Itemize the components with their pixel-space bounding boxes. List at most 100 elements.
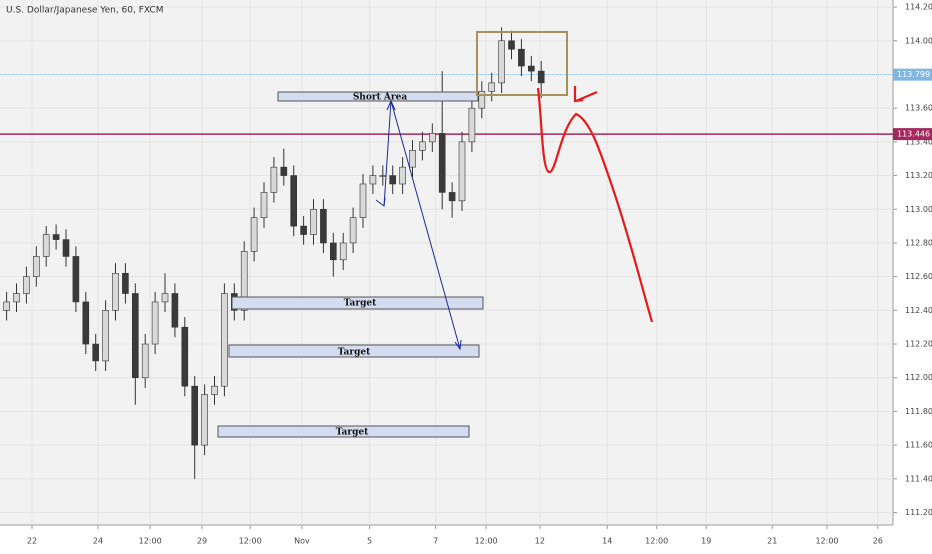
y-tick-label: 113.000 [905,205,932,214]
price-lines [0,74,893,135]
x-tick-label: 24 [93,537,103,546]
x-tick-label: 29 [197,537,207,546]
y-tick-label: 113.400 [905,137,932,146]
target-box [231,296,484,310]
candle-body [478,91,486,109]
candle-body [537,70,545,84]
candle-body [52,234,60,240]
candle-body [310,208,317,235]
candle-body [161,293,169,303]
candle-body [33,256,40,277]
price-label: 113.446 [897,130,930,139]
x-tick-label: 5 [367,537,372,546]
candle-body [280,166,288,176]
chart-title: U.S. Dollar/Japanese Yen, 60, FXCM [6,6,163,16]
candle-body [349,217,357,244]
candle-body [508,40,515,50]
candle-body [151,301,159,345]
candle-body [240,251,248,311]
candle-body [458,141,466,202]
y-tick-label: 113.200 [905,171,932,180]
candle-body [221,293,228,387]
candle-body [132,293,139,379]
drawings [217,31,654,438]
candle-body [330,242,337,261]
candle-body [379,175,387,177]
candle-body [528,65,535,72]
candle-body [102,310,109,362]
y-tick-label: 113.600 [905,104,932,113]
x-tick-label: 19 [701,537,711,546]
candle-body [122,272,129,294]
y-tick-label: 111.800 [905,407,932,416]
y-tick-label: 111.200 [905,508,932,517]
candle-body [359,183,367,218]
x-tick-label: Nov [294,537,310,546]
x-tick-label: 22 [27,537,37,546]
y-tick-label: 114.000 [905,36,932,45]
y-tick-label: 112.800 [905,238,932,247]
candle-body [72,256,80,303]
candle-body [23,276,30,294]
x-tick-label: 12 [535,537,545,546]
candle-body [339,242,347,261]
highlight-box [476,31,568,96]
candle-body [518,48,525,67]
arrow-head [386,99,396,111]
candle-body [320,208,327,244]
annotation: Target [338,348,371,358]
arrow-head [454,339,462,351]
candle-body [141,343,149,379]
candle-body [201,394,208,446]
candle-body [3,301,10,311]
y-tick-label: 112.000 [905,373,932,382]
red-arrow [573,86,598,103]
candle-body [82,301,90,345]
candle-body [270,166,278,193]
candle-body [389,175,397,185]
candle-body [300,225,307,235]
target-box [228,344,480,358]
y-tick-label: 111.400 [905,474,932,483]
candle-body [13,293,20,303]
candle-body [181,326,189,387]
red-forecast [536,87,654,323]
annotation: Target [336,428,369,438]
candle-body [250,217,258,252]
candle-body [112,272,119,311]
y-tick-label: 112.200 [905,340,932,349]
y-tick-label: 111.600 [905,441,932,450]
short-area-box [277,91,479,102]
candle-body [62,239,70,257]
price-label-box [893,68,932,81]
candle-body [399,166,406,185]
x-tick-label: 12:00 [815,537,838,546]
candle-body [260,192,268,218]
candle-body [419,141,426,151]
x-tick-label: 12:00 [239,537,262,546]
candle-body [498,40,505,84]
x-tick-label: 26 [873,537,883,546]
candle-body [290,175,298,227]
price-label: 113.799 [897,70,930,79]
x-tick-label: 21 [767,537,777,546]
x-tick-label: 7 [433,537,438,546]
target-box [217,425,470,438]
plot-area [0,0,893,525]
arrow-head [375,197,386,207]
price-label-box [893,128,932,141]
x-tick-label: 12:00 [645,537,668,546]
candle-body [211,385,218,395]
y-tick-label: 114.200 [905,3,932,12]
candle-body [438,133,446,193]
x-tick-label: 14 [602,537,612,546]
candle-body [369,175,377,185]
candle-body [488,82,496,92]
candle-body [171,293,179,328]
candle-body [191,385,199,446]
annotation: Short Area [353,93,408,103]
annotation: Target [344,299,377,309]
y-tick-label: 112.600 [905,272,932,281]
candle-body [42,234,50,257]
